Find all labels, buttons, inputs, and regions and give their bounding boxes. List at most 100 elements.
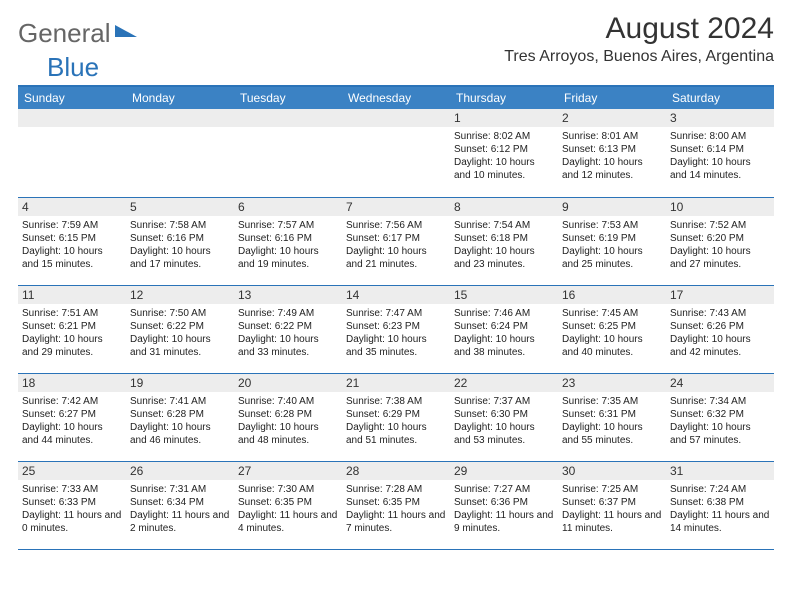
calendar-day-cell: 11Sunrise: 7:51 AMSunset: 6:21 PMDayligh… bbox=[18, 285, 126, 373]
day-sunrise: Sunrise: 7:51 AM bbox=[22, 307, 122, 320]
calendar-day-cell: 24Sunrise: 7:34 AMSunset: 6:32 PMDayligh… bbox=[666, 373, 774, 461]
day-daylight: Daylight: 10 hours and 57 minutes. bbox=[670, 421, 770, 447]
day-sunrise: Sunrise: 7:42 AM bbox=[22, 395, 122, 408]
day-sunset: Sunset: 6:35 PM bbox=[346, 496, 446, 509]
calendar-day-cell: 2Sunrise: 8:01 AMSunset: 6:13 PMDaylight… bbox=[558, 109, 666, 197]
calendar-day-cell: 23Sunrise: 7:35 AMSunset: 6:31 PMDayligh… bbox=[558, 373, 666, 461]
day-daylight: Daylight: 10 hours and 33 minutes. bbox=[238, 333, 338, 359]
calendar-day-cell: 14Sunrise: 7:47 AMSunset: 6:23 PMDayligh… bbox=[342, 285, 450, 373]
day-sunset: Sunset: 6:36 PM bbox=[454, 496, 554, 509]
weekday-header: Tuesday bbox=[234, 87, 342, 109]
day-daylight: Daylight: 10 hours and 31 minutes. bbox=[130, 333, 230, 359]
day-daylight: Daylight: 10 hours and 29 minutes. bbox=[22, 333, 122, 359]
day-sunset: Sunset: 6:33 PM bbox=[22, 496, 122, 509]
day-sunset: Sunset: 6:34 PM bbox=[130, 496, 230, 509]
day-sunset: Sunset: 6:13 PM bbox=[562, 143, 662, 156]
day-number bbox=[126, 109, 234, 127]
day-sunrise: Sunrise: 7:58 AM bbox=[130, 219, 230, 232]
day-daylight: Daylight: 10 hours and 21 minutes. bbox=[346, 245, 446, 271]
day-daylight: Daylight: 10 hours and 40 minutes. bbox=[562, 333, 662, 359]
day-daylight: Daylight: 11 hours and 2 minutes. bbox=[130, 509, 230, 535]
day-daylight: Daylight: 10 hours and 19 minutes. bbox=[238, 245, 338, 271]
day-number: 16 bbox=[558, 286, 666, 304]
calendar-day-cell: 25Sunrise: 7:33 AMSunset: 6:33 PMDayligh… bbox=[18, 461, 126, 549]
day-number: 12 bbox=[126, 286, 234, 304]
day-number: 6 bbox=[234, 198, 342, 216]
day-sunrise: Sunrise: 7:52 AM bbox=[670, 219, 770, 232]
calendar-day-cell: 21Sunrise: 7:38 AMSunset: 6:29 PMDayligh… bbox=[342, 373, 450, 461]
day-daylight: Daylight: 10 hours and 23 minutes. bbox=[454, 245, 554, 271]
day-daylight: Daylight: 10 hours and 12 minutes. bbox=[562, 156, 662, 182]
day-number: 8 bbox=[450, 198, 558, 216]
day-number: 3 bbox=[666, 109, 774, 127]
day-daylight: Daylight: 11 hours and 14 minutes. bbox=[670, 509, 770, 535]
weekday-header: Monday bbox=[126, 87, 234, 109]
day-number: 23 bbox=[558, 374, 666, 392]
day-number: 22 bbox=[450, 374, 558, 392]
calendar-week-row: 18Sunrise: 7:42 AMSunset: 6:27 PMDayligh… bbox=[18, 373, 774, 461]
calendar-day-cell: 29Sunrise: 7:27 AMSunset: 6:36 PMDayligh… bbox=[450, 461, 558, 549]
day-sunset: Sunset: 6:18 PM bbox=[454, 232, 554, 245]
day-daylight: Daylight: 10 hours and 44 minutes. bbox=[22, 421, 122, 447]
calendar-day-cell: 5Sunrise: 7:58 AMSunset: 6:16 PMDaylight… bbox=[126, 197, 234, 285]
day-sunset: Sunset: 6:32 PM bbox=[670, 408, 770, 421]
calendar-week-row: 1Sunrise: 8:02 AMSunset: 6:12 PMDaylight… bbox=[18, 109, 774, 197]
day-daylight: Daylight: 10 hours and 35 minutes. bbox=[346, 333, 446, 359]
day-daylight: Daylight: 10 hours and 46 minutes. bbox=[130, 421, 230, 447]
day-sunrise: Sunrise: 7:50 AM bbox=[130, 307, 230, 320]
brand-triangle-icon bbox=[115, 25, 137, 43]
day-sunset: Sunset: 6:26 PM bbox=[670, 320, 770, 333]
day-number: 27 bbox=[234, 462, 342, 480]
brand-part1: General bbox=[18, 18, 111, 49]
brand-logo: General bbox=[18, 12, 139, 49]
day-sunset: Sunset: 6:20 PM bbox=[670, 232, 770, 245]
day-sunset: Sunset: 6:38 PM bbox=[670, 496, 770, 509]
day-number: 17 bbox=[666, 286, 774, 304]
day-sunset: Sunset: 6:27 PM bbox=[22, 408, 122, 421]
day-sunset: Sunset: 6:15 PM bbox=[22, 232, 122, 245]
day-sunrise: Sunrise: 7:31 AM bbox=[130, 483, 230, 496]
day-number: 18 bbox=[18, 374, 126, 392]
day-sunrise: Sunrise: 7:34 AM bbox=[670, 395, 770, 408]
day-sunset: Sunset: 6:16 PM bbox=[238, 232, 338, 245]
calendar-day-cell: 26Sunrise: 7:31 AMSunset: 6:34 PMDayligh… bbox=[126, 461, 234, 549]
day-daylight: Daylight: 10 hours and 51 minutes. bbox=[346, 421, 446, 447]
calendar-day-cell: 1Sunrise: 8:02 AMSunset: 6:12 PMDaylight… bbox=[450, 109, 558, 197]
calendar-table: SundayMondayTuesdayWednesdayThursdayFrid… bbox=[18, 87, 774, 550]
calendar-day-cell: 15Sunrise: 7:46 AMSunset: 6:24 PMDayligh… bbox=[450, 285, 558, 373]
day-number bbox=[342, 109, 450, 127]
day-sunset: Sunset: 6:25 PM bbox=[562, 320, 662, 333]
day-number: 21 bbox=[342, 374, 450, 392]
calendar-day-cell: 18 Sunrise: 7:42 AMSunset: 6:27 PMDayligh… bbox=[18, 373, 126, 461]
day-daylight: Daylight: 11 hours and 4 minutes. bbox=[238, 509, 338, 535]
day-number: 13 bbox=[234, 286, 342, 304]
day-number: 20 bbox=[234, 374, 342, 392]
day-sunset: Sunset: 6:22 PM bbox=[238, 320, 338, 333]
day-daylight: Daylight: 10 hours and 27 minutes. bbox=[670, 245, 770, 271]
day-daylight: Daylight: 11 hours and 7 minutes. bbox=[346, 509, 446, 535]
calendar-day-cell: 27Sunrise: 7:30 AMSunset: 6:35 PMDayligh… bbox=[234, 461, 342, 549]
day-daylight: Daylight: 10 hours and 10 minutes. bbox=[454, 156, 554, 182]
day-sunrise: Sunrise: 7:59 AM bbox=[22, 219, 122, 232]
calendar-body: 1Sunrise: 8:02 AMSunset: 6:12 PMDaylight… bbox=[18, 109, 774, 549]
calendar-day-cell bbox=[234, 109, 342, 197]
day-sunrise: Sunrise: 7:56 AM bbox=[346, 219, 446, 232]
day-sunrise: Sunrise: 8:02 AM bbox=[454, 130, 554, 143]
day-sunrise: Sunrise: 7:35 AM bbox=[562, 395, 662, 408]
calendar-day-cell: 13Sunrise: 7:49 AMSunset: 6:22 PMDayligh… bbox=[234, 285, 342, 373]
weekday-header-row: SundayMondayTuesdayWednesdayThursdayFrid… bbox=[18, 87, 774, 109]
day-number: 10 bbox=[666, 198, 774, 216]
day-number: 2 bbox=[558, 109, 666, 127]
calendar-day-cell: 3Sunrise: 8:00 AMSunset: 6:14 PMDaylight… bbox=[666, 109, 774, 197]
day-sunset: Sunset: 6:24 PM bbox=[454, 320, 554, 333]
day-number: 4 bbox=[18, 198, 126, 216]
day-sunset: Sunset: 6:37 PM bbox=[562, 496, 662, 509]
day-sunset: Sunset: 6:17 PM bbox=[346, 232, 446, 245]
day-number: 30 bbox=[558, 462, 666, 480]
calendar-day-cell: 8Sunrise: 7:54 AMSunset: 6:18 PMDaylight… bbox=[450, 197, 558, 285]
day-sunset: Sunset: 6:35 PM bbox=[238, 496, 338, 509]
day-number bbox=[18, 109, 126, 127]
day-sunrise: Sunrise: 7:46 AM bbox=[454, 307, 554, 320]
calendar-day-cell: 17Sunrise: 7:43 AMSunset: 6:26 PMDayligh… bbox=[666, 285, 774, 373]
calendar-week-row: 4 Sunrise: 7:59 AMSunset: 6:15 PM Daylight… bbox=[18, 197, 774, 285]
